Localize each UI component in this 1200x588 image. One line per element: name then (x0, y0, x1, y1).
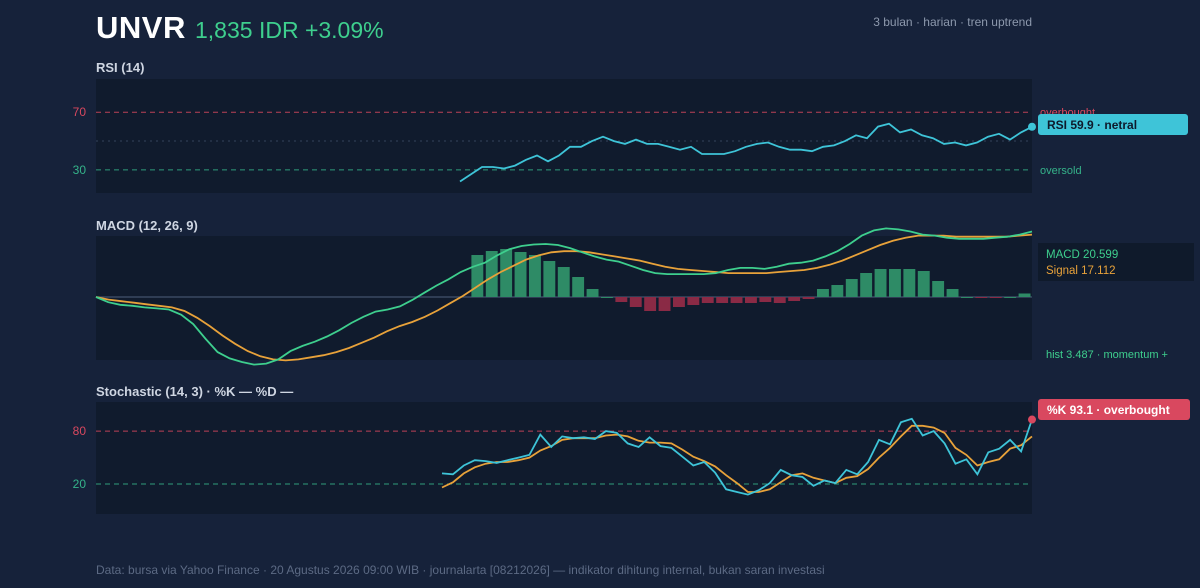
macd-hist-bar (529, 255, 541, 297)
chart-meta: 3 bulan · harian · tren uptrend (873, 15, 1032, 29)
macd-hist-bar (701, 297, 714, 303)
macd-legend-box (1038, 243, 1194, 281)
price-change: 1,835 IDR +3.09% (195, 17, 384, 43)
signal-value-label: Signal 17.112 (1046, 265, 1115, 277)
macd-hist-bar (601, 297, 613, 298)
macd-hist-bar (788, 297, 801, 301)
rsi-ref-label-oversold: oversold (1040, 165, 1082, 177)
stoch-d-line (441, 424, 1033, 493)
stoch-value-label: %K 93.1 · overbought (1047, 403, 1170, 417)
macd-line (95, 227, 1033, 366)
rsi-line (459, 122, 1033, 183)
stoch-tick-80: 80 (73, 424, 87, 438)
rsi-value-badge (1038, 114, 1188, 135)
stoch-panel-title: Stochastic (14, 3) · %K — %D — (96, 384, 293, 399)
macd-hist-bar (514, 252, 527, 297)
rsi-value-label: RSI 59.9 · netral (1047, 118, 1137, 132)
macd-hist-bar (946, 289, 959, 297)
macd-hist-bar (615, 297, 628, 302)
macd-hist-bar (831, 285, 844, 297)
macd-panel-title: MACD (12, 26, 9) (96, 218, 198, 233)
rsi-tick-70: 70 (73, 105, 87, 119)
macd-hist-bar (471, 255, 484, 297)
macd-hist-bar (644, 297, 657, 311)
macd-hist-bar (658, 297, 671, 311)
macd-hist-bar (817, 289, 829, 297)
macd-panel-bg (96, 236, 1032, 360)
footer-note: Data: bursa via Yahoo Finance · 20 Agust… (96, 563, 825, 577)
rsi-panel-title: RSI (14) (96, 60, 144, 75)
stoch-value-badge (1038, 399, 1190, 420)
macd-hist-bar (543, 261, 556, 297)
macd-value-label: MACD 20.599 (1046, 249, 1118, 261)
macd-hist-bar (485, 251, 498, 297)
macd-hist-bar (673, 297, 685, 307)
macd-hist-bar (889, 269, 901, 297)
macd-hist-bar (874, 269, 887, 297)
macd-hist-bar (845, 279, 858, 297)
macd-hist-bar (860, 273, 873, 297)
macd-hist-bar (500, 249, 513, 297)
macd-hist-bar (975, 297, 988, 298)
hist-value-label: hist 3.487 · momentum + (1046, 349, 1168, 361)
macd-hist-bar (716, 297, 729, 303)
ticker-symbol: UNVR (96, 10, 186, 45)
macd-hist-bar (572, 277, 585, 297)
macd-hist-bar (1018, 293, 1031, 297)
macd-hist-bar (989, 297, 1002, 298)
macd-hist-bar (773, 297, 786, 303)
macd-hist-bar (961, 297, 973, 298)
stoch-tick-20: 20 (73, 477, 87, 491)
macd-hist-bar (802, 297, 815, 299)
stoch-k-line (441, 417, 1033, 496)
stoch-last-point (1028, 415, 1036, 424)
rsi-tick-30: 30 (73, 163, 87, 177)
macd-hist-bar (586, 289, 599, 297)
macd-hist-bar (557, 267, 570, 297)
rsi-panel-bg (96, 79, 1032, 193)
macd-hist-bar (932, 281, 945, 297)
macd-hist-bar (745, 297, 757, 303)
macd-hist-bar (687, 297, 700, 305)
macd-hist-bar (629, 297, 642, 307)
macd-hist-bar (730, 297, 743, 303)
macd-hist-bar (917, 271, 930, 297)
macd-hist-bar (1004, 297, 1017, 298)
rsi-last-point (1028, 122, 1036, 131)
stoch-panel-bg (96, 402, 1032, 514)
macd-hist-bar (903, 269, 916, 297)
macd-hist-bar (759, 297, 772, 302)
signal-line (95, 233, 1033, 362)
